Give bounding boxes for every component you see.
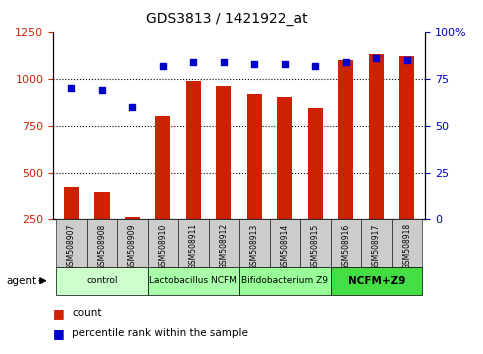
Bar [308, 108, 323, 266]
Text: GSM508908: GSM508908 [98, 223, 106, 269]
Bar [338, 60, 354, 266]
Text: GSM508914: GSM508914 [280, 223, 289, 269]
Bar [209, 219, 239, 267]
Text: GSM508907: GSM508907 [67, 223, 76, 270]
Bar [239, 219, 270, 267]
Point [312, 63, 319, 68]
Point [189, 59, 197, 65]
Text: NCFM+Z9: NCFM+Z9 [348, 276, 405, 286]
Text: agent: agent [6, 276, 36, 286]
Point [159, 63, 167, 68]
Bar [56, 219, 86, 267]
Text: GSM508917: GSM508917 [372, 223, 381, 269]
Bar [148, 267, 239, 295]
Point [403, 57, 411, 63]
Text: count: count [72, 308, 102, 318]
Point [128, 104, 136, 110]
Text: percentile rank within the sample: percentile rank within the sample [72, 329, 248, 338]
Bar [186, 81, 201, 266]
Bar [392, 219, 422, 267]
Bar [86, 219, 117, 267]
Bar [369, 55, 384, 266]
Text: ■: ■ [53, 327, 65, 340]
Bar [247, 94, 262, 266]
Text: GSM508909: GSM508909 [128, 223, 137, 270]
Text: GSM508916: GSM508916 [341, 223, 350, 269]
Bar [361, 219, 392, 267]
Point [372, 55, 380, 61]
Point [68, 85, 75, 91]
Bar [64, 187, 79, 266]
Bar [330, 267, 422, 295]
Bar [216, 86, 231, 266]
Point [281, 61, 289, 67]
Text: GDS3813 / 1421922_at: GDS3813 / 1421922_at [146, 12, 308, 27]
Text: GSM508918: GSM508918 [402, 223, 411, 269]
Bar [117, 219, 148, 267]
Text: ■: ■ [53, 307, 65, 320]
Bar [125, 217, 140, 266]
Text: GSM508910: GSM508910 [158, 223, 168, 269]
Bar [277, 97, 292, 266]
Point [98, 87, 106, 93]
Bar [300, 219, 330, 267]
Point [251, 61, 258, 67]
Bar [148, 219, 178, 267]
Text: GSM508913: GSM508913 [250, 223, 259, 269]
Point [220, 59, 227, 65]
Text: Lactobacillus NCFM: Lactobacillus NCFM [149, 276, 237, 285]
Bar [239, 267, 330, 295]
Bar [155, 116, 170, 266]
Text: GSM508912: GSM508912 [219, 223, 228, 269]
Bar [399, 56, 414, 266]
Bar [94, 192, 110, 266]
Bar [56, 267, 148, 295]
Text: GSM508911: GSM508911 [189, 223, 198, 269]
Point [342, 59, 350, 65]
Text: GSM508915: GSM508915 [311, 223, 320, 269]
Text: Bifidobacterium Z9: Bifidobacterium Z9 [242, 276, 328, 285]
Bar [330, 219, 361, 267]
Bar [178, 219, 209, 267]
Bar [270, 219, 300, 267]
Text: control: control [86, 276, 118, 285]
